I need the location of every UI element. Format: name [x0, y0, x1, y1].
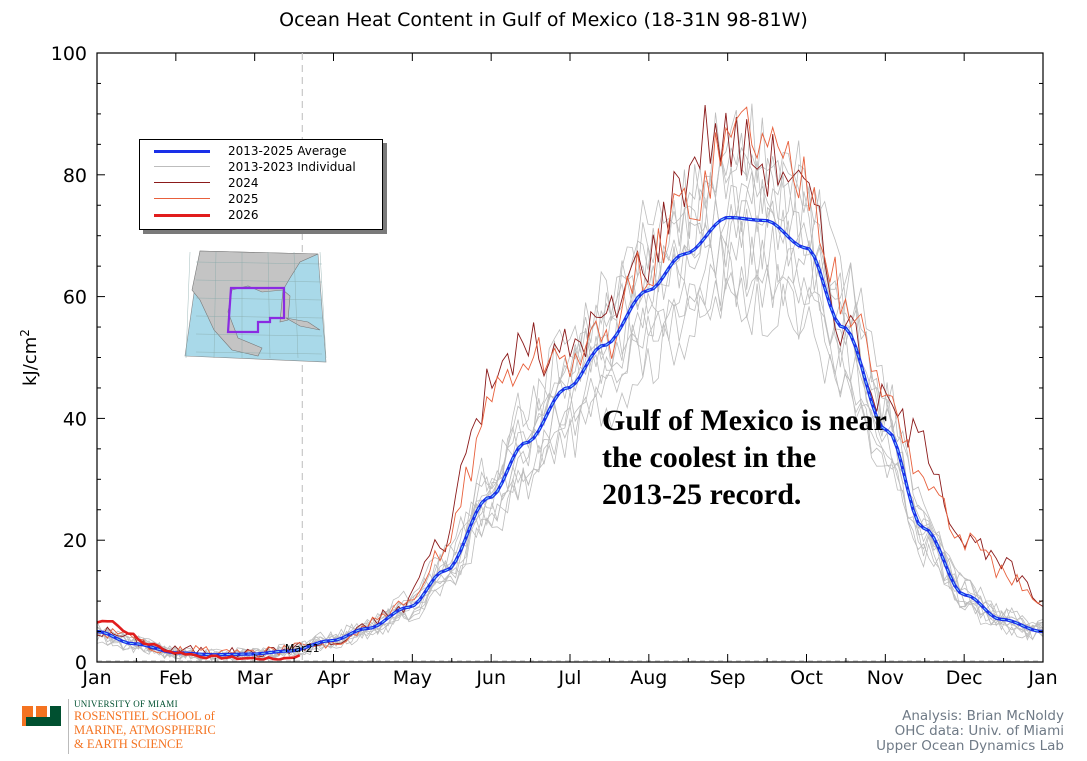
x-tick-label: Jan [1027, 667, 1057, 689]
map-grid-line [195, 315, 323, 319]
y-tick-label: 60 [63, 287, 87, 309]
legend-label: 2013-2025 Average [228, 144, 347, 158]
map-grid-line [195, 279, 323, 283]
map-grid-line [267, 251, 271, 359]
x-tick-label: Apr [317, 667, 350, 689]
map-grid-line [213, 251, 217, 359]
logo-university: UNIVERSITY OF MIAMI [74, 699, 178, 709]
legend-swatch [154, 166, 210, 167]
legend-label: 2026 [228, 208, 259, 222]
credit-lab: Upper Ocean Dynamics Lab [876, 738, 1064, 754]
series-line-2026 [96, 619, 301, 661]
map-grid-line [195, 261, 323, 265]
y-tick-label: 0 [75, 652, 87, 674]
map-grid-line [319, 251, 327, 359]
x-tick-label: Nov [867, 667, 904, 689]
legend-label: 2013-2023 Individual [228, 160, 356, 174]
axes-group: Mar21 0 20 40 60 80 100 kJ/cm2 Jan Feb Mar Apr May Ju… [18, 43, 1058, 689]
legend-label: 2025 [228, 192, 259, 206]
y-tick-label: 40 [63, 408, 87, 430]
legend-swatch [154, 214, 210, 217]
credit-data: OHC data: Univ. of Miami [894, 723, 1064, 739]
chart-title: Ocean Heat Content in Gulf of Mexico (18… [279, 9, 808, 31]
map-grid-line [195, 297, 323, 301]
y-tick-label: 80 [63, 165, 87, 187]
x-tick-label: May [393, 667, 432, 689]
individual-year-line [96, 171, 1044, 659]
map-land-cuba [285, 317, 321, 331]
x-tick-label: Jan [81, 667, 111, 689]
map-grid-line [195, 351, 323, 355]
chart-annotation: Gulf of Mexico is near the coolest in th… [602, 404, 887, 511]
x-tick-label: Jun [475, 667, 506, 689]
map-region-box [226, 286, 286, 334]
legend-swatch [154, 198, 210, 199]
gulf-of-mexico-region-map [184, 250, 327, 363]
y-axis-label: kJ/cm2 [18, 329, 41, 386]
map-grid-line [185, 251, 191, 359]
x-tick-label: Mar [237, 667, 273, 689]
legend-entry: 2026 [140, 207, 380, 223]
x-tick-label: Sep [710, 667, 746, 689]
legend-entry: 2013-2025 Average [140, 143, 380, 159]
map-land-mexico-us [191, 250, 319, 357]
chart-credits: Analysis: Brian McNoldy OHC data: Univ. … [876, 709, 1064, 754]
series-line-average-core [96, 217, 1044, 656]
legend-swatch [154, 150, 210, 153]
x-tick-label: Feb [159, 667, 193, 689]
series-lines-group [96, 104, 1044, 661]
logo-school-line2: MARINE, ATMOSPHERIC [74, 723, 216, 737]
map-grid-line [293, 251, 299, 359]
legend-label: 2024 [228, 176, 259, 190]
credit-analysis: Analysis: Brian McNoldy [902, 708, 1064, 724]
y-tick-label: 20 [63, 530, 87, 552]
legend-swatch [154, 182, 210, 183]
individual-year-line [96, 146, 1044, 660]
university-logo: UNIVERSITY OF MIAMI ROSENSTIEL SCHOOL of… [22, 699, 252, 754]
map-grid-line [195, 333, 323, 337]
legend-entry: 2025 [140, 191, 380, 207]
logo-school-line1: ROSENSTIEL SCHOOL of [74, 709, 215, 723]
legend-entry: 2013-2023 Individual [140, 159, 380, 175]
u-logo-icon [22, 706, 61, 726]
x-tick-label: Aug [630, 667, 667, 689]
chart-legend: 2013-2025 Average 2013-2023 Individual 202… [139, 139, 383, 230]
current-date-label: Mar21 [285, 642, 320, 655]
logo-divider [68, 699, 69, 754]
x-tick-label: Oct [790, 667, 823, 689]
y-tick-label: 100 [51, 43, 87, 65]
x-tick-label: Jul [558, 667, 582, 689]
legend-entry: 2024 [140, 175, 380, 191]
logo-school-line3: & EARTH SCIENCE [74, 737, 183, 751]
x-tick-label: Dec [946, 667, 983, 689]
